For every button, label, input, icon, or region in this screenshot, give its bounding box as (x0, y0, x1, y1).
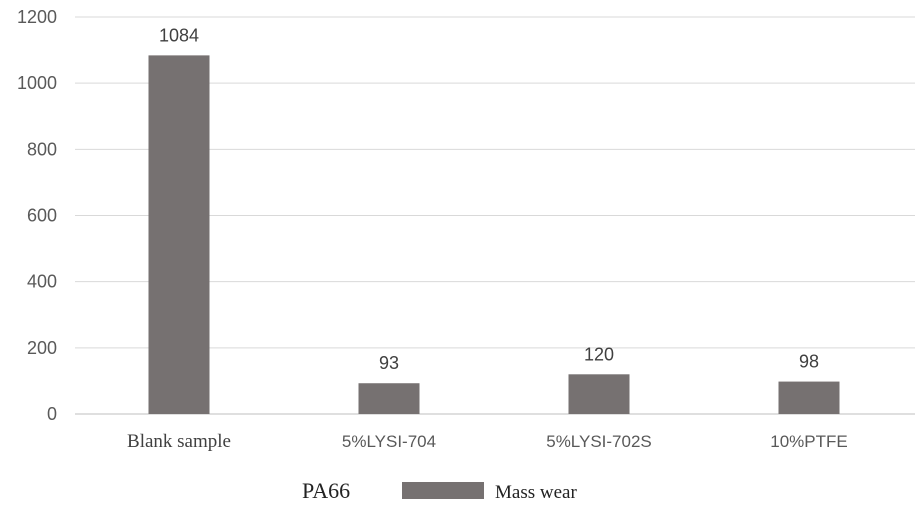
x-category-label: Blank sample (127, 431, 231, 452)
x-axis-categories: Blank sample 5%LYSI-704 5%LYSI-702S 10%PTFE (127, 431, 848, 452)
data-label: 120 (584, 344, 614, 364)
y-tick-label: 800 (27, 139, 57, 159)
legend-series-label: Mass wear (495, 482, 577, 503)
bar (358, 383, 420, 414)
legend-title: PA66 (302, 478, 350, 503)
y-tick-label: 0 (47, 404, 57, 424)
data-label: 98 (799, 352, 819, 372)
data-labels: 1084 93 120 98 (159, 25, 819, 373)
bar (148, 55, 210, 414)
bars (148, 55, 840, 414)
y-tick-label: 600 (27, 206, 57, 226)
data-label: 93 (379, 353, 399, 373)
y-tick-label: 200 (27, 338, 57, 358)
bar (778, 381, 840, 414)
y-axis-ticks: 0 200 400 600 800 1000 1200 (17, 7, 57, 424)
x-category-label: 10%PTFE (770, 432, 847, 451)
legend: PA66 Mass wear (302, 478, 577, 503)
bar (568, 374, 630, 414)
x-category-label: 5%LYSI-704 (342, 432, 436, 451)
legend-swatch (402, 482, 484, 499)
y-tick-label: 400 (27, 272, 57, 292)
y-tick-label: 1000 (17, 73, 57, 93)
data-label: 1084 (159, 25, 199, 45)
x-category-label: 5%LYSI-702S (546, 432, 652, 451)
y-tick-label: 1200 (17, 7, 57, 27)
gridlines (75, 16, 915, 415)
